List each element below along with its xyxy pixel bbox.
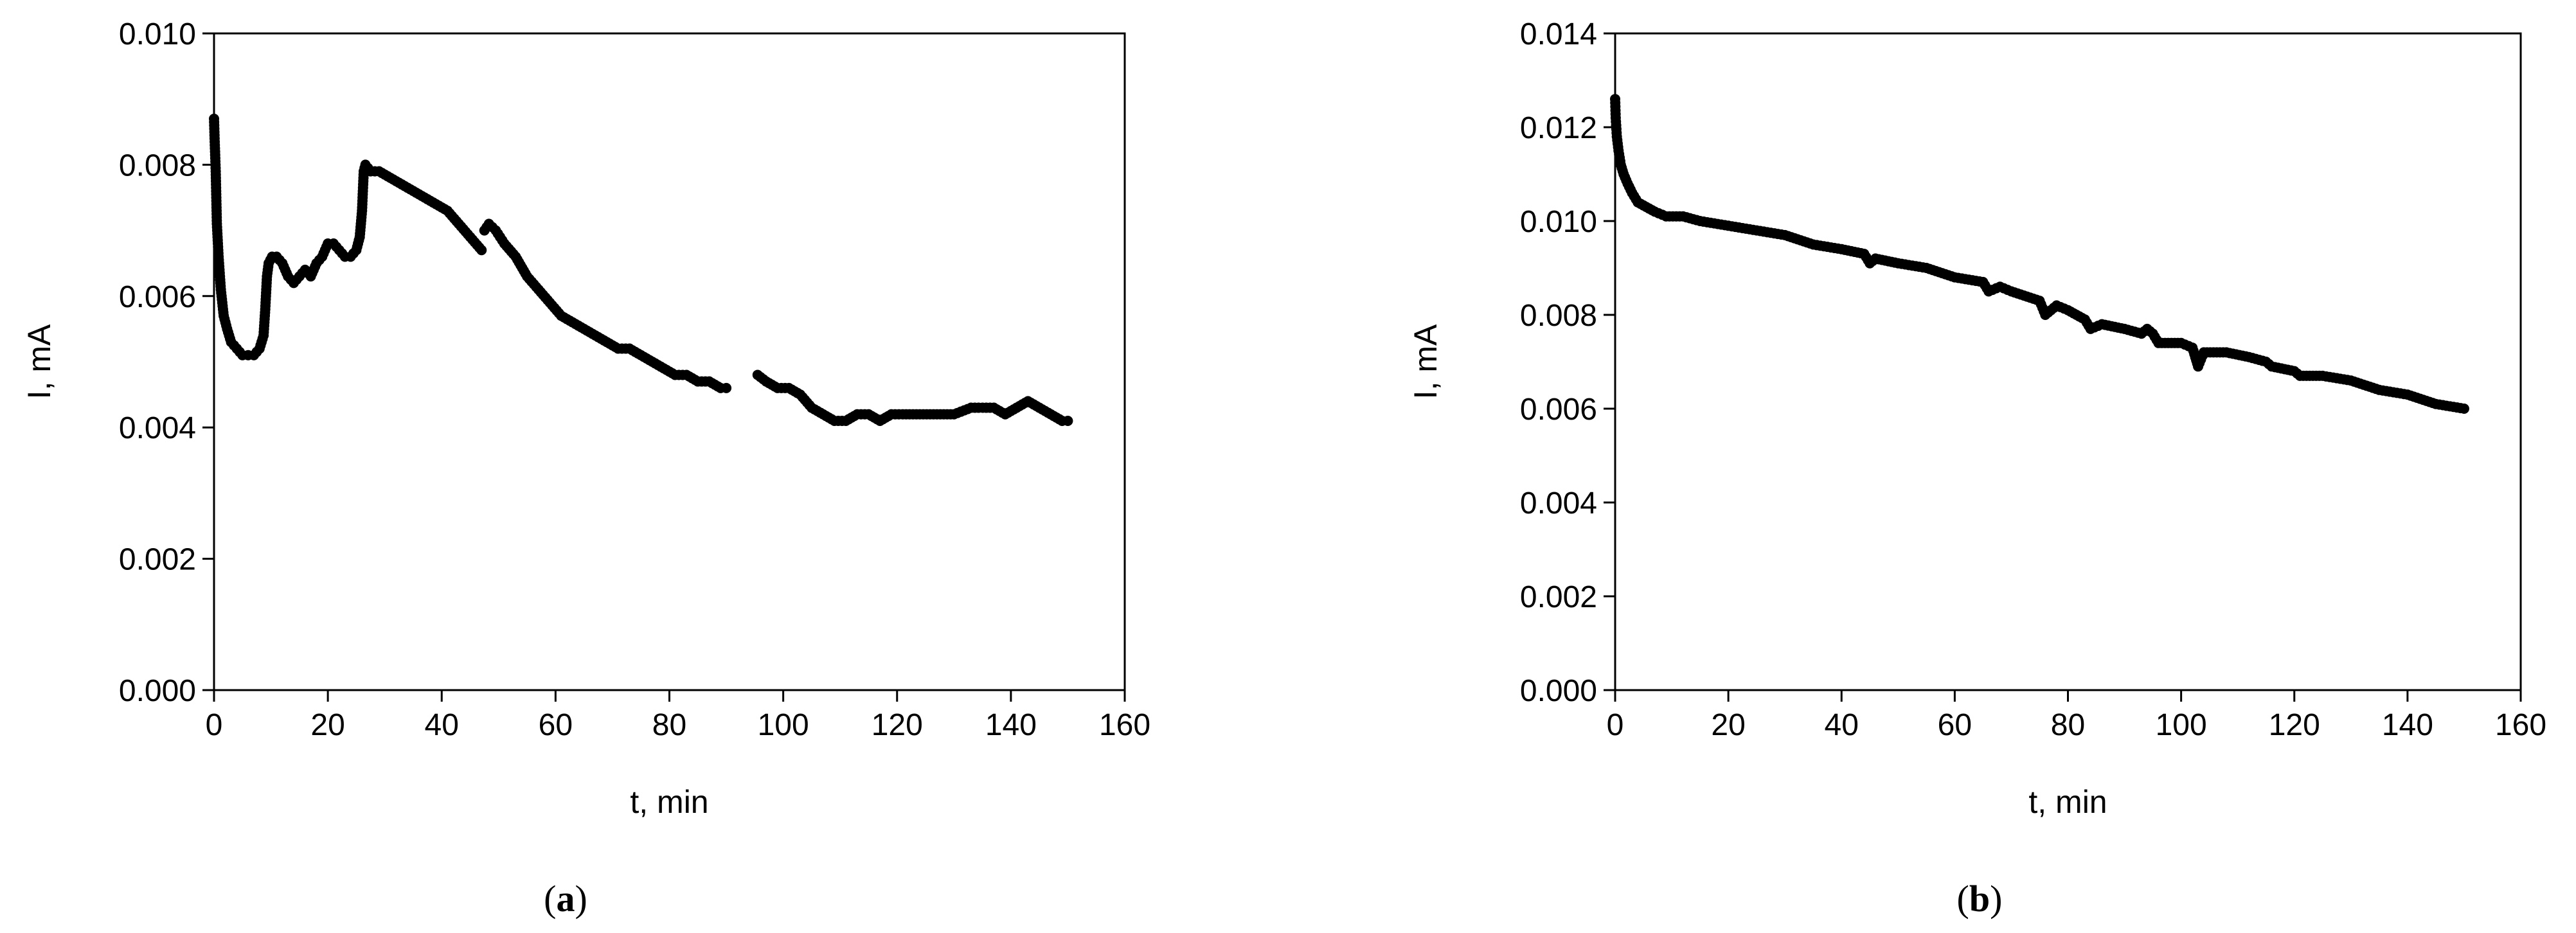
x-tick-label: 140 (2382, 708, 2433, 742)
x-tick-label: 60 (539, 708, 573, 742)
data-point (1062, 415, 1073, 426)
y-axis-label: I, mA (21, 324, 57, 399)
y-tick-label: 0.000 (119, 674, 196, 708)
y-tick-label: 0.008 (1520, 299, 1597, 333)
x-tick-label: 80 (2051, 708, 2085, 742)
y-tick-label: 0.004 (119, 411, 196, 445)
x-tick-label: 100 (758, 708, 809, 742)
x-tick-label: 20 (1711, 708, 1745, 742)
y-tick-label: 0.010 (119, 17, 196, 51)
y-axis-label: I, mA (1408, 324, 1444, 399)
x-tick-label: 40 (1825, 708, 1859, 742)
y-tick-label: 0.008 (119, 148, 196, 182)
x-tick-label: 140 (985, 708, 1037, 742)
x-tick-label: 40 (425, 708, 459, 742)
y-tick-label: 0.014 (1520, 17, 1597, 51)
chart-panel-b: 0 20 40 60 80 100 120 140 160 0.000 0.002 0.004 0.00… (1408, 17, 2546, 920)
data-series (1610, 94, 2469, 414)
y-tick-label: 0.004 (1520, 486, 1597, 520)
x-tick-label: 60 (1938, 708, 1972, 742)
y-tick-label: 0.012 (1520, 111, 1597, 145)
x-tick-label: 0 (1607, 708, 1624, 742)
x-tick-label: 100 (2156, 708, 2207, 742)
y-tick-label: 0.006 (119, 280, 196, 314)
y-tick-label: 0.006 (1520, 393, 1597, 427)
panel-label: (a) (544, 878, 587, 920)
x-tick-label: 120 (872, 708, 923, 742)
panel-label: (b) (1957, 878, 2003, 920)
y-tick-label: 0.000 (1520, 674, 1597, 708)
y-tick-label: 0.002 (1520, 580, 1597, 614)
data-point (2458, 404, 2469, 414)
x-axis-label: t, min (2028, 784, 2107, 820)
x-tick-label: 160 (2495, 708, 2546, 742)
x-tick-label: 160 (1099, 708, 1150, 742)
x-tick-label: 20 (310, 708, 344, 742)
x-axis-label: t, min (630, 784, 708, 820)
data-point (721, 382, 732, 393)
x-tick-label: 80 (652, 708, 686, 742)
x-tick-label: 0 (206, 708, 223, 742)
plot-frame (213, 32, 1126, 691)
x-tick-label: 120 (2269, 708, 2320, 742)
y-tick-label: 0.002 (119, 543, 196, 577)
plot-frame (1614, 32, 2522, 691)
data-series (209, 113, 1073, 426)
data-point (476, 245, 487, 256)
y-tick-label: 0.010 (1520, 205, 1597, 239)
chart-panel-a: 0 20 40 60 80 100 120 140 160 0.000 0.002 0.004 0.00… (21, 17, 1150, 920)
